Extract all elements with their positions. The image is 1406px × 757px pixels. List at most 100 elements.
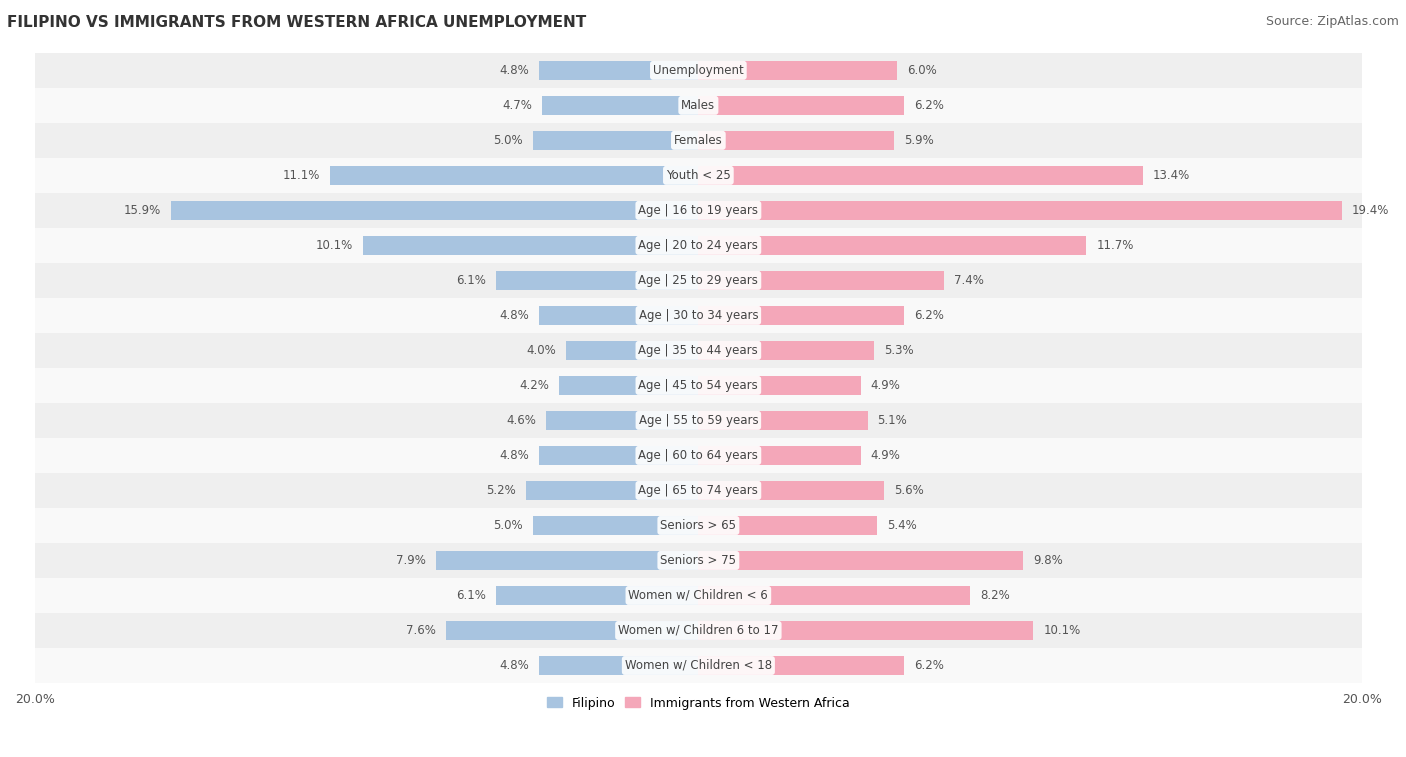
- Bar: [436, 551, 699, 570]
- Bar: [35, 543, 1362, 578]
- Text: 6.1%: 6.1%: [456, 589, 486, 602]
- Bar: [35, 158, 1362, 193]
- Bar: [699, 411, 868, 430]
- Text: 5.0%: 5.0%: [494, 134, 523, 147]
- Bar: [496, 271, 699, 290]
- Text: Source: ZipAtlas.com: Source: ZipAtlas.com: [1265, 15, 1399, 28]
- Text: 13.4%: 13.4%: [1153, 169, 1189, 182]
- Bar: [35, 228, 1362, 263]
- Text: FILIPINO VS IMMIGRANTS FROM WESTERN AFRICA UNEMPLOYMENT: FILIPINO VS IMMIGRANTS FROM WESTERN AFRI…: [7, 15, 586, 30]
- Bar: [35, 368, 1362, 403]
- Bar: [699, 235, 1087, 255]
- Text: 5.0%: 5.0%: [494, 519, 523, 532]
- Text: 4.9%: 4.9%: [870, 449, 901, 462]
- Text: 4.7%: 4.7%: [502, 99, 533, 112]
- Bar: [699, 306, 904, 325]
- Bar: [35, 578, 1362, 613]
- Text: 15.9%: 15.9%: [124, 204, 162, 217]
- Bar: [699, 271, 943, 290]
- Text: 5.6%: 5.6%: [894, 484, 924, 497]
- Text: 4.0%: 4.0%: [526, 344, 555, 357]
- Text: Seniors > 65: Seniors > 65: [661, 519, 737, 532]
- Bar: [35, 438, 1362, 473]
- Bar: [35, 473, 1362, 508]
- Bar: [699, 341, 875, 360]
- Text: 4.8%: 4.8%: [499, 449, 529, 462]
- Bar: [35, 193, 1362, 228]
- Text: 8.2%: 8.2%: [980, 589, 1010, 602]
- Text: Age | 55 to 59 years: Age | 55 to 59 years: [638, 414, 758, 427]
- Text: 4.6%: 4.6%: [506, 414, 536, 427]
- Text: 7.9%: 7.9%: [396, 554, 426, 567]
- Bar: [35, 298, 1362, 333]
- Bar: [35, 123, 1362, 158]
- Text: 5.2%: 5.2%: [486, 484, 516, 497]
- Text: Women w/ Children < 18: Women w/ Children < 18: [624, 659, 772, 672]
- Text: 10.1%: 10.1%: [316, 239, 353, 252]
- Text: 4.8%: 4.8%: [499, 64, 529, 77]
- Text: 6.2%: 6.2%: [914, 659, 943, 672]
- Legend: Filipino, Immigrants from Western Africa: Filipino, Immigrants from Western Africa: [541, 692, 855, 715]
- Bar: [35, 508, 1362, 543]
- Text: Seniors > 75: Seniors > 75: [661, 554, 737, 567]
- Bar: [560, 375, 699, 395]
- Bar: [35, 263, 1362, 298]
- Bar: [699, 131, 894, 150]
- Bar: [533, 516, 699, 535]
- Text: 5.3%: 5.3%: [884, 344, 914, 357]
- Bar: [538, 446, 699, 465]
- Bar: [699, 201, 1341, 220]
- Bar: [546, 411, 699, 430]
- Bar: [538, 306, 699, 325]
- Text: Females: Females: [673, 134, 723, 147]
- Bar: [363, 235, 699, 255]
- Text: 4.2%: 4.2%: [519, 379, 550, 392]
- Text: Women w/ Children 6 to 17: Women w/ Children 6 to 17: [619, 624, 779, 637]
- Text: 10.1%: 10.1%: [1043, 624, 1081, 637]
- Text: Women w/ Children < 6: Women w/ Children < 6: [628, 589, 768, 602]
- Bar: [35, 613, 1362, 648]
- Text: Age | 45 to 54 years: Age | 45 to 54 years: [638, 379, 758, 392]
- Text: 19.4%: 19.4%: [1351, 204, 1389, 217]
- Text: Age | 60 to 64 years: Age | 60 to 64 years: [638, 449, 758, 462]
- Text: 6.2%: 6.2%: [914, 309, 943, 322]
- Text: 11.1%: 11.1%: [283, 169, 321, 182]
- Bar: [35, 333, 1362, 368]
- Text: 7.4%: 7.4%: [953, 274, 984, 287]
- Text: 20.0%: 20.0%: [1341, 693, 1382, 706]
- Bar: [699, 621, 1033, 640]
- Text: Youth < 25: Youth < 25: [666, 169, 731, 182]
- Bar: [533, 131, 699, 150]
- Text: 11.7%: 11.7%: [1097, 239, 1133, 252]
- Bar: [330, 166, 699, 185]
- Text: Age | 30 to 34 years: Age | 30 to 34 years: [638, 309, 758, 322]
- Bar: [35, 53, 1362, 88]
- Bar: [699, 586, 970, 605]
- Text: Age | 20 to 24 years: Age | 20 to 24 years: [638, 239, 758, 252]
- Bar: [446, 621, 699, 640]
- Bar: [526, 481, 699, 500]
- Bar: [699, 61, 897, 80]
- Bar: [699, 446, 860, 465]
- Bar: [565, 341, 699, 360]
- Text: Age | 65 to 74 years: Age | 65 to 74 years: [638, 484, 758, 497]
- Bar: [172, 201, 699, 220]
- Text: 4.9%: 4.9%: [870, 379, 901, 392]
- Text: Unemployment: Unemployment: [652, 64, 744, 77]
- Bar: [699, 551, 1024, 570]
- Text: 9.8%: 9.8%: [1033, 554, 1063, 567]
- Text: 20.0%: 20.0%: [15, 693, 55, 706]
- Text: 5.1%: 5.1%: [877, 414, 907, 427]
- Text: 6.2%: 6.2%: [914, 99, 943, 112]
- Bar: [543, 95, 699, 115]
- Bar: [699, 375, 860, 395]
- Bar: [699, 516, 877, 535]
- Bar: [35, 403, 1362, 438]
- Text: 6.1%: 6.1%: [456, 274, 486, 287]
- Bar: [699, 166, 1143, 185]
- Text: 6.0%: 6.0%: [907, 64, 936, 77]
- Bar: [496, 586, 699, 605]
- Bar: [538, 656, 699, 675]
- Text: 5.4%: 5.4%: [887, 519, 917, 532]
- Bar: [35, 648, 1362, 683]
